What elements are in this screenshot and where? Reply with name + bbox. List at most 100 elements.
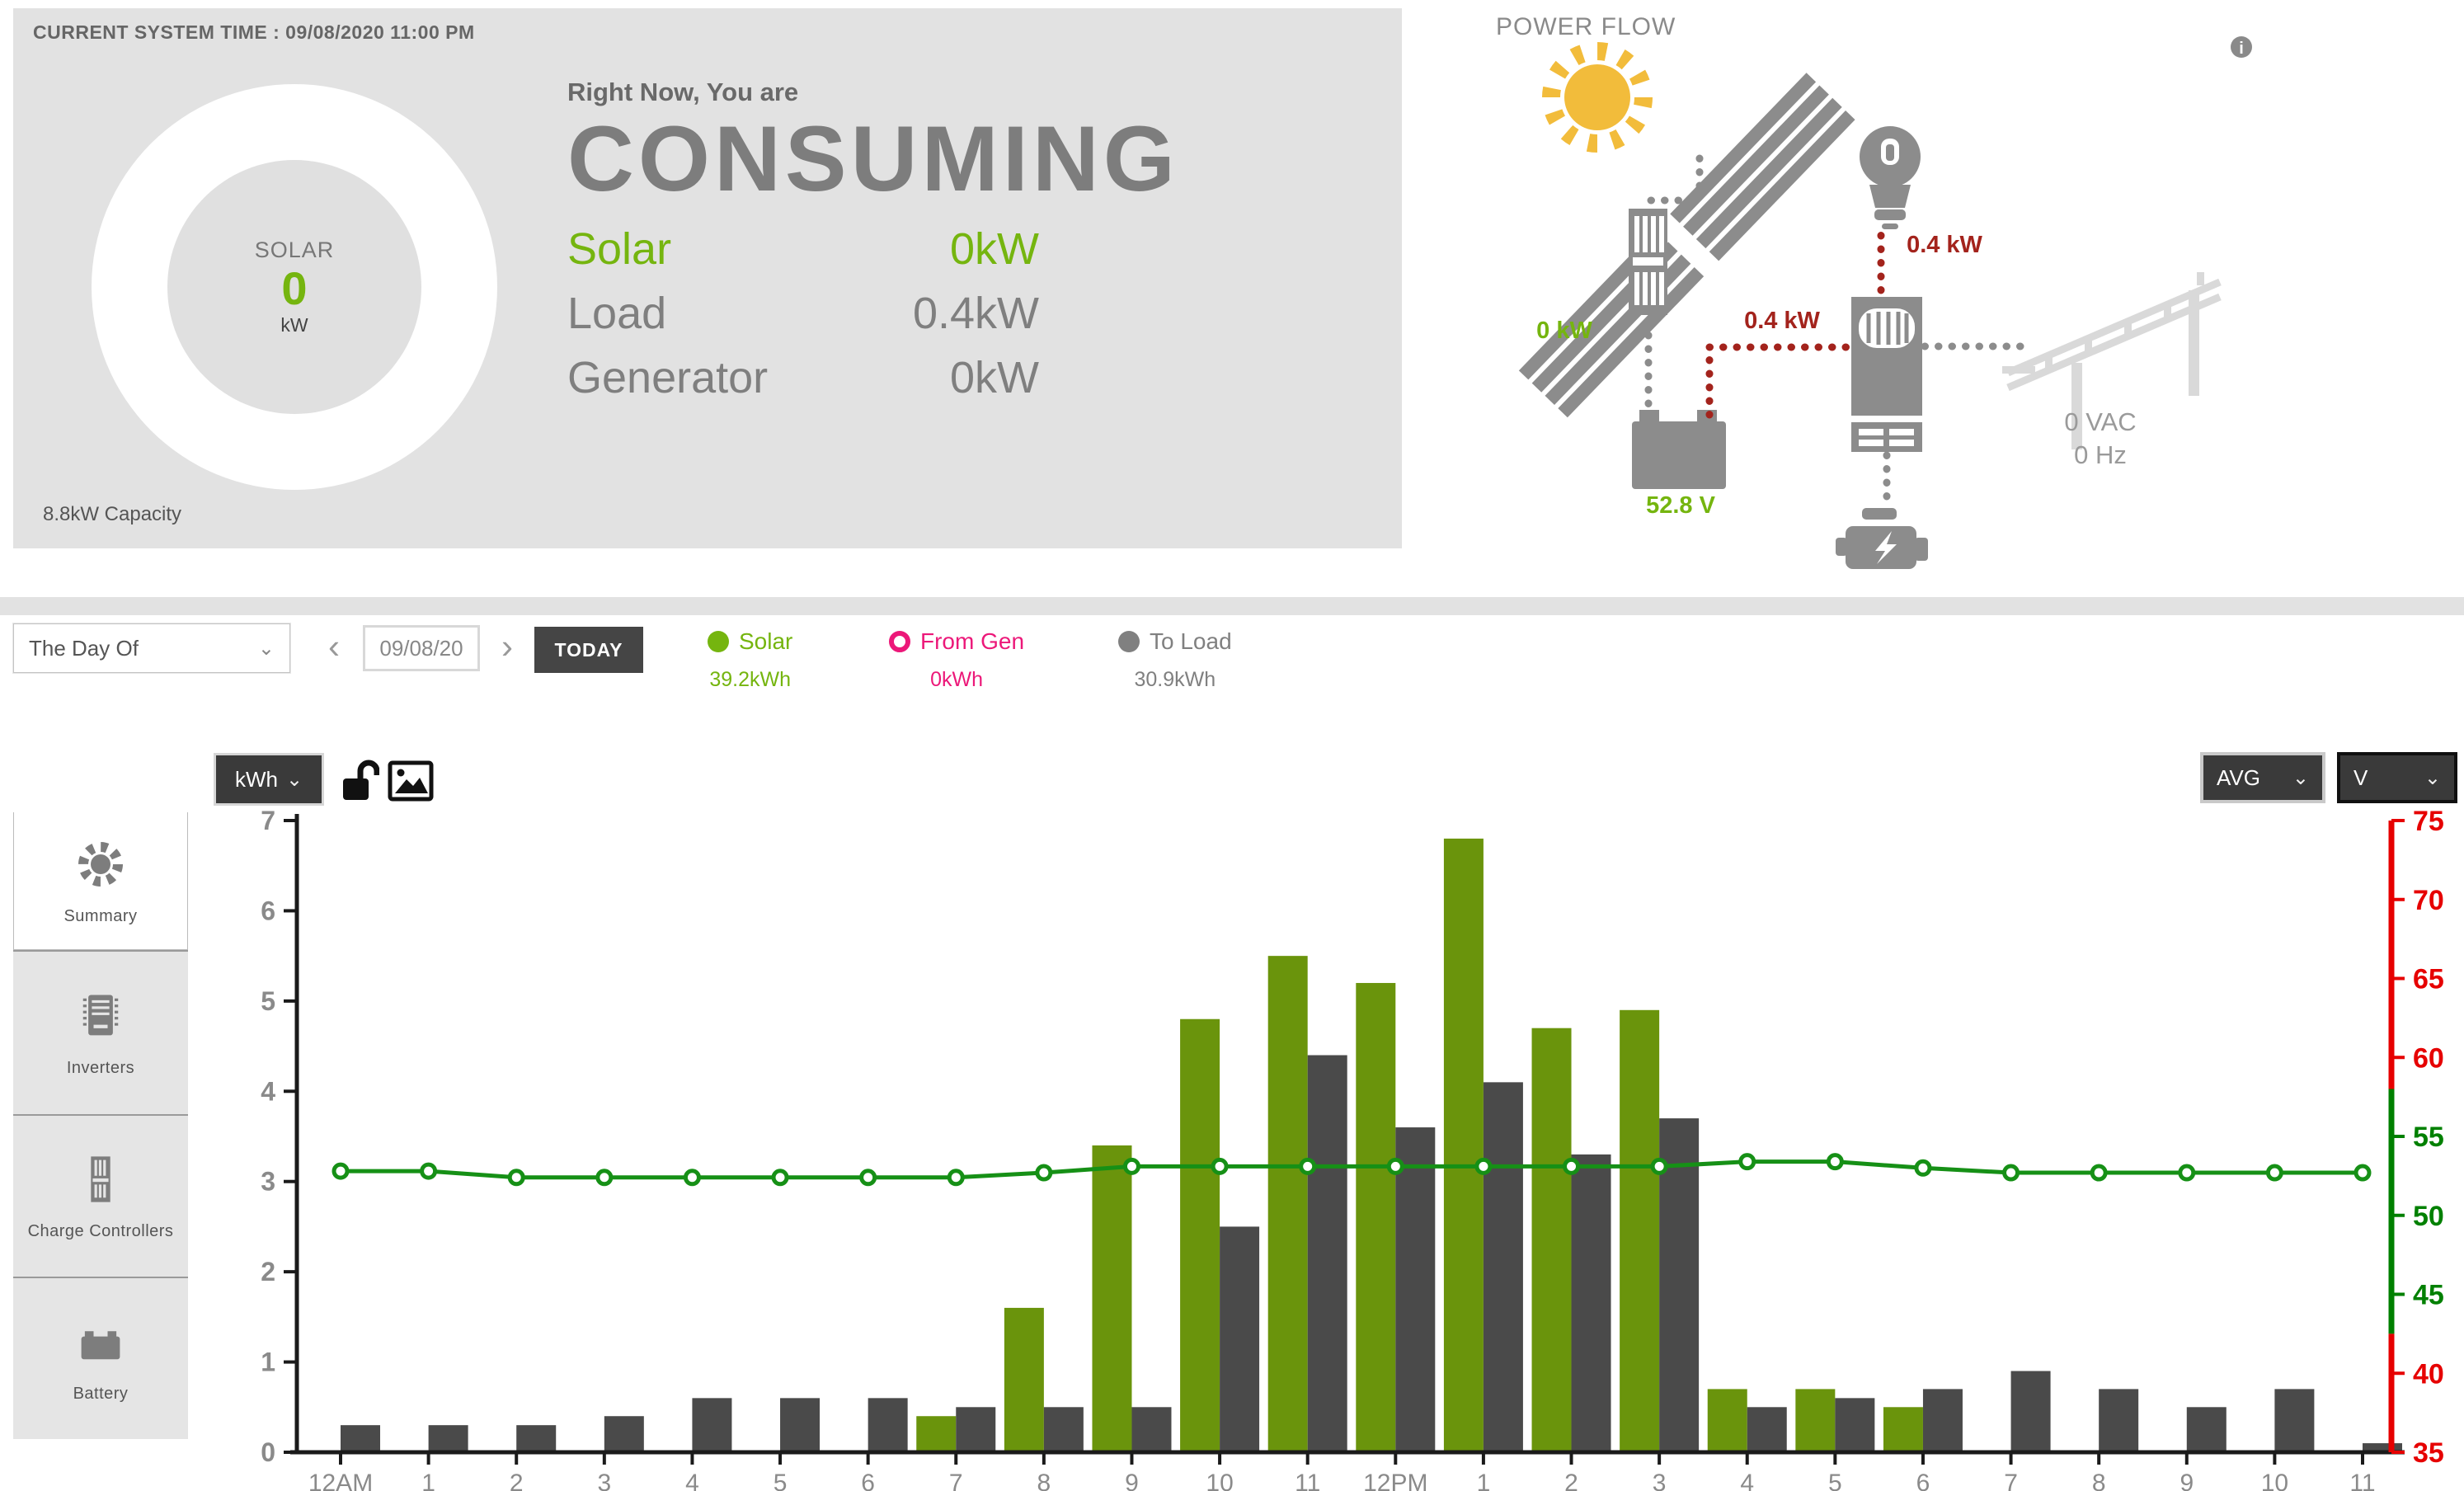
chevron-down-icon: ⌄ [285,768,303,791]
load-bar [780,1398,821,1452]
measure-select[interactable]: V ⌄ [2337,752,2457,803]
load-bar [2274,1389,2315,1452]
x-axis-label: 4 [1740,1470,1754,1491]
x-axis-label: 11 [1295,1470,1320,1491]
battery-icon [81,1331,120,1360]
x-axis-label: 9 [1125,1470,1139,1491]
x-axis-label: 3 [1653,1470,1667,1491]
voltage-point [1826,1153,1844,1171]
prev-day-button[interactable]: ‹ [328,627,340,666]
legend-solar[interactable]: Solar 39.2kWh [708,628,792,692]
right-axis-label: 50 [2413,1201,2444,1232]
x-axis-label: 1 [421,1470,435,1491]
load-bar [956,1407,996,1452]
next-day-button[interactable]: › [501,627,513,666]
load-bar [2363,1443,2402,1452]
unlock-icon[interactable] [341,759,379,803]
voltage-point [1386,1157,1404,1175]
legend-value: 39.2kWh [709,668,792,691]
battery-to-inverter-label: 0.4 kW [1744,308,1820,334]
voltage-point [1474,1157,1493,1175]
left-axis-label: 6 [261,896,275,925]
sun-icon [78,841,123,887]
x-axis-label: 10 [1206,1470,1233,1491]
right-axis-label: 70 [2413,885,2444,916]
voltage-point [859,1169,877,1187]
voltage-point [1122,1157,1140,1175]
date-input[interactable] [363,625,480,671]
solar-legend-dot [708,631,729,652]
date-range-select[interactable]: The Day Of ⌄ [13,623,290,673]
status-row-label: Solar [567,224,672,275]
status-column: Right Now, You are CONSUMING Solar 0kW L… [567,78,1175,403]
aggregation-select[interactable]: AVG ⌄ [2200,752,2325,803]
info-icon[interactable]: i [2231,36,2252,58]
voltage-point [1738,1153,1756,1171]
voltage-point [683,1169,701,1187]
unit-select[interactable]: kWh ⌄ [216,755,322,803]
battery-voltage-label: 52.8 V [1646,492,1715,519]
right-axis-label: 40 [2413,1358,2444,1390]
solar-bar [1092,1145,1132,1452]
generator-icon [1836,508,1928,569]
legend-from-gen[interactable]: From Gen 0kWh [889,628,1024,692]
x-axis-label: 5 [774,1470,788,1491]
solar-gauge-center: SOLAR 0 kW [167,160,421,414]
unit-select-value: kWh [234,766,278,792]
solar-bar [1443,838,1484,1452]
status-intro: Right Now, You are [567,78,799,106]
battery-icon [1632,410,1726,489]
load-bar [2010,1371,2051,1452]
sidebar-item-summary[interactable]: Summary [13,812,188,950]
charge-controller-icon [91,1156,111,1202]
left-axis-label: 7 [261,808,275,835]
load-bar [1922,1389,1963,1452]
load-bar [604,1416,644,1452]
x-axis-label: 4 [685,1470,699,1491]
voltage-point [1650,1157,1668,1175]
voltage-point [947,1169,965,1187]
date-range-value: The Day Of [29,635,139,661]
x-axis-label: 7 [949,1470,963,1491]
sidebar-item-label: Battery [73,1385,129,1403]
solar-bar [1180,1018,1220,1452]
voltage-point [507,1169,525,1187]
load-bar [1043,1407,1084,1452]
right-axis-label: 55 [2413,1122,2444,1153]
load-bar [1571,1154,1611,1452]
sidebar-item-label: Charge Controllers [27,1222,174,1240]
legend-label: From Gen [920,628,1025,654]
voltage-point [2353,1164,2372,1182]
left-axis-label: 1 [261,1348,275,1377]
sidebar-item-label: Summary [63,906,138,925]
voltage-point [2178,1164,2196,1182]
load-bar [1659,1118,1700,1452]
x-axis-label: 2 [1564,1470,1578,1491]
voltage-point [1211,1157,1229,1175]
load-bar [1747,1407,1787,1452]
sidebar-item-battery[interactable]: Battery [13,1277,188,1439]
legend-to-load[interactable]: To Load 30.9kWh [1118,628,1232,692]
status-panel: CURRENT SYSTEM TIME : 09/08/2020 11:00 P… [13,8,1402,548]
aggregation-select-value: AVG [2217,764,2260,790]
solar-output-label: 0 kW [1536,317,1592,344]
x-axis-label: 9 [2180,1470,2194,1491]
section-divider [0,597,2464,615]
sidebar-item-charge-controllers[interactable]: Charge Controllers [13,1114,188,1277]
legend-value: 0kWh [930,668,983,691]
export-image-icon[interactable] [388,760,434,802]
from-gen-legend-dot [889,631,910,652]
right-axis-label: 60 [2413,1042,2444,1074]
sidebar-item-inverters[interactable]: Inverters [13,950,188,1114]
today-button[interactable]: TODAY [534,627,643,673]
voltage-line [341,1159,2363,1180]
voltage-point [595,1169,614,1187]
grid-hz-label: 0 Hz [2074,440,2127,469]
gauge-value: 0 [281,262,308,315]
status-row-value: 0kW [950,224,1039,275]
solar-bar [1795,1389,1836,1452]
solar-bar [1620,1009,1660,1452]
load-bar [1483,1082,1523,1452]
status-rows: Solar 0kW Load 0.4kW Generator 0kW [567,223,1062,403]
left-axis-label: 4 [261,1076,275,1106]
